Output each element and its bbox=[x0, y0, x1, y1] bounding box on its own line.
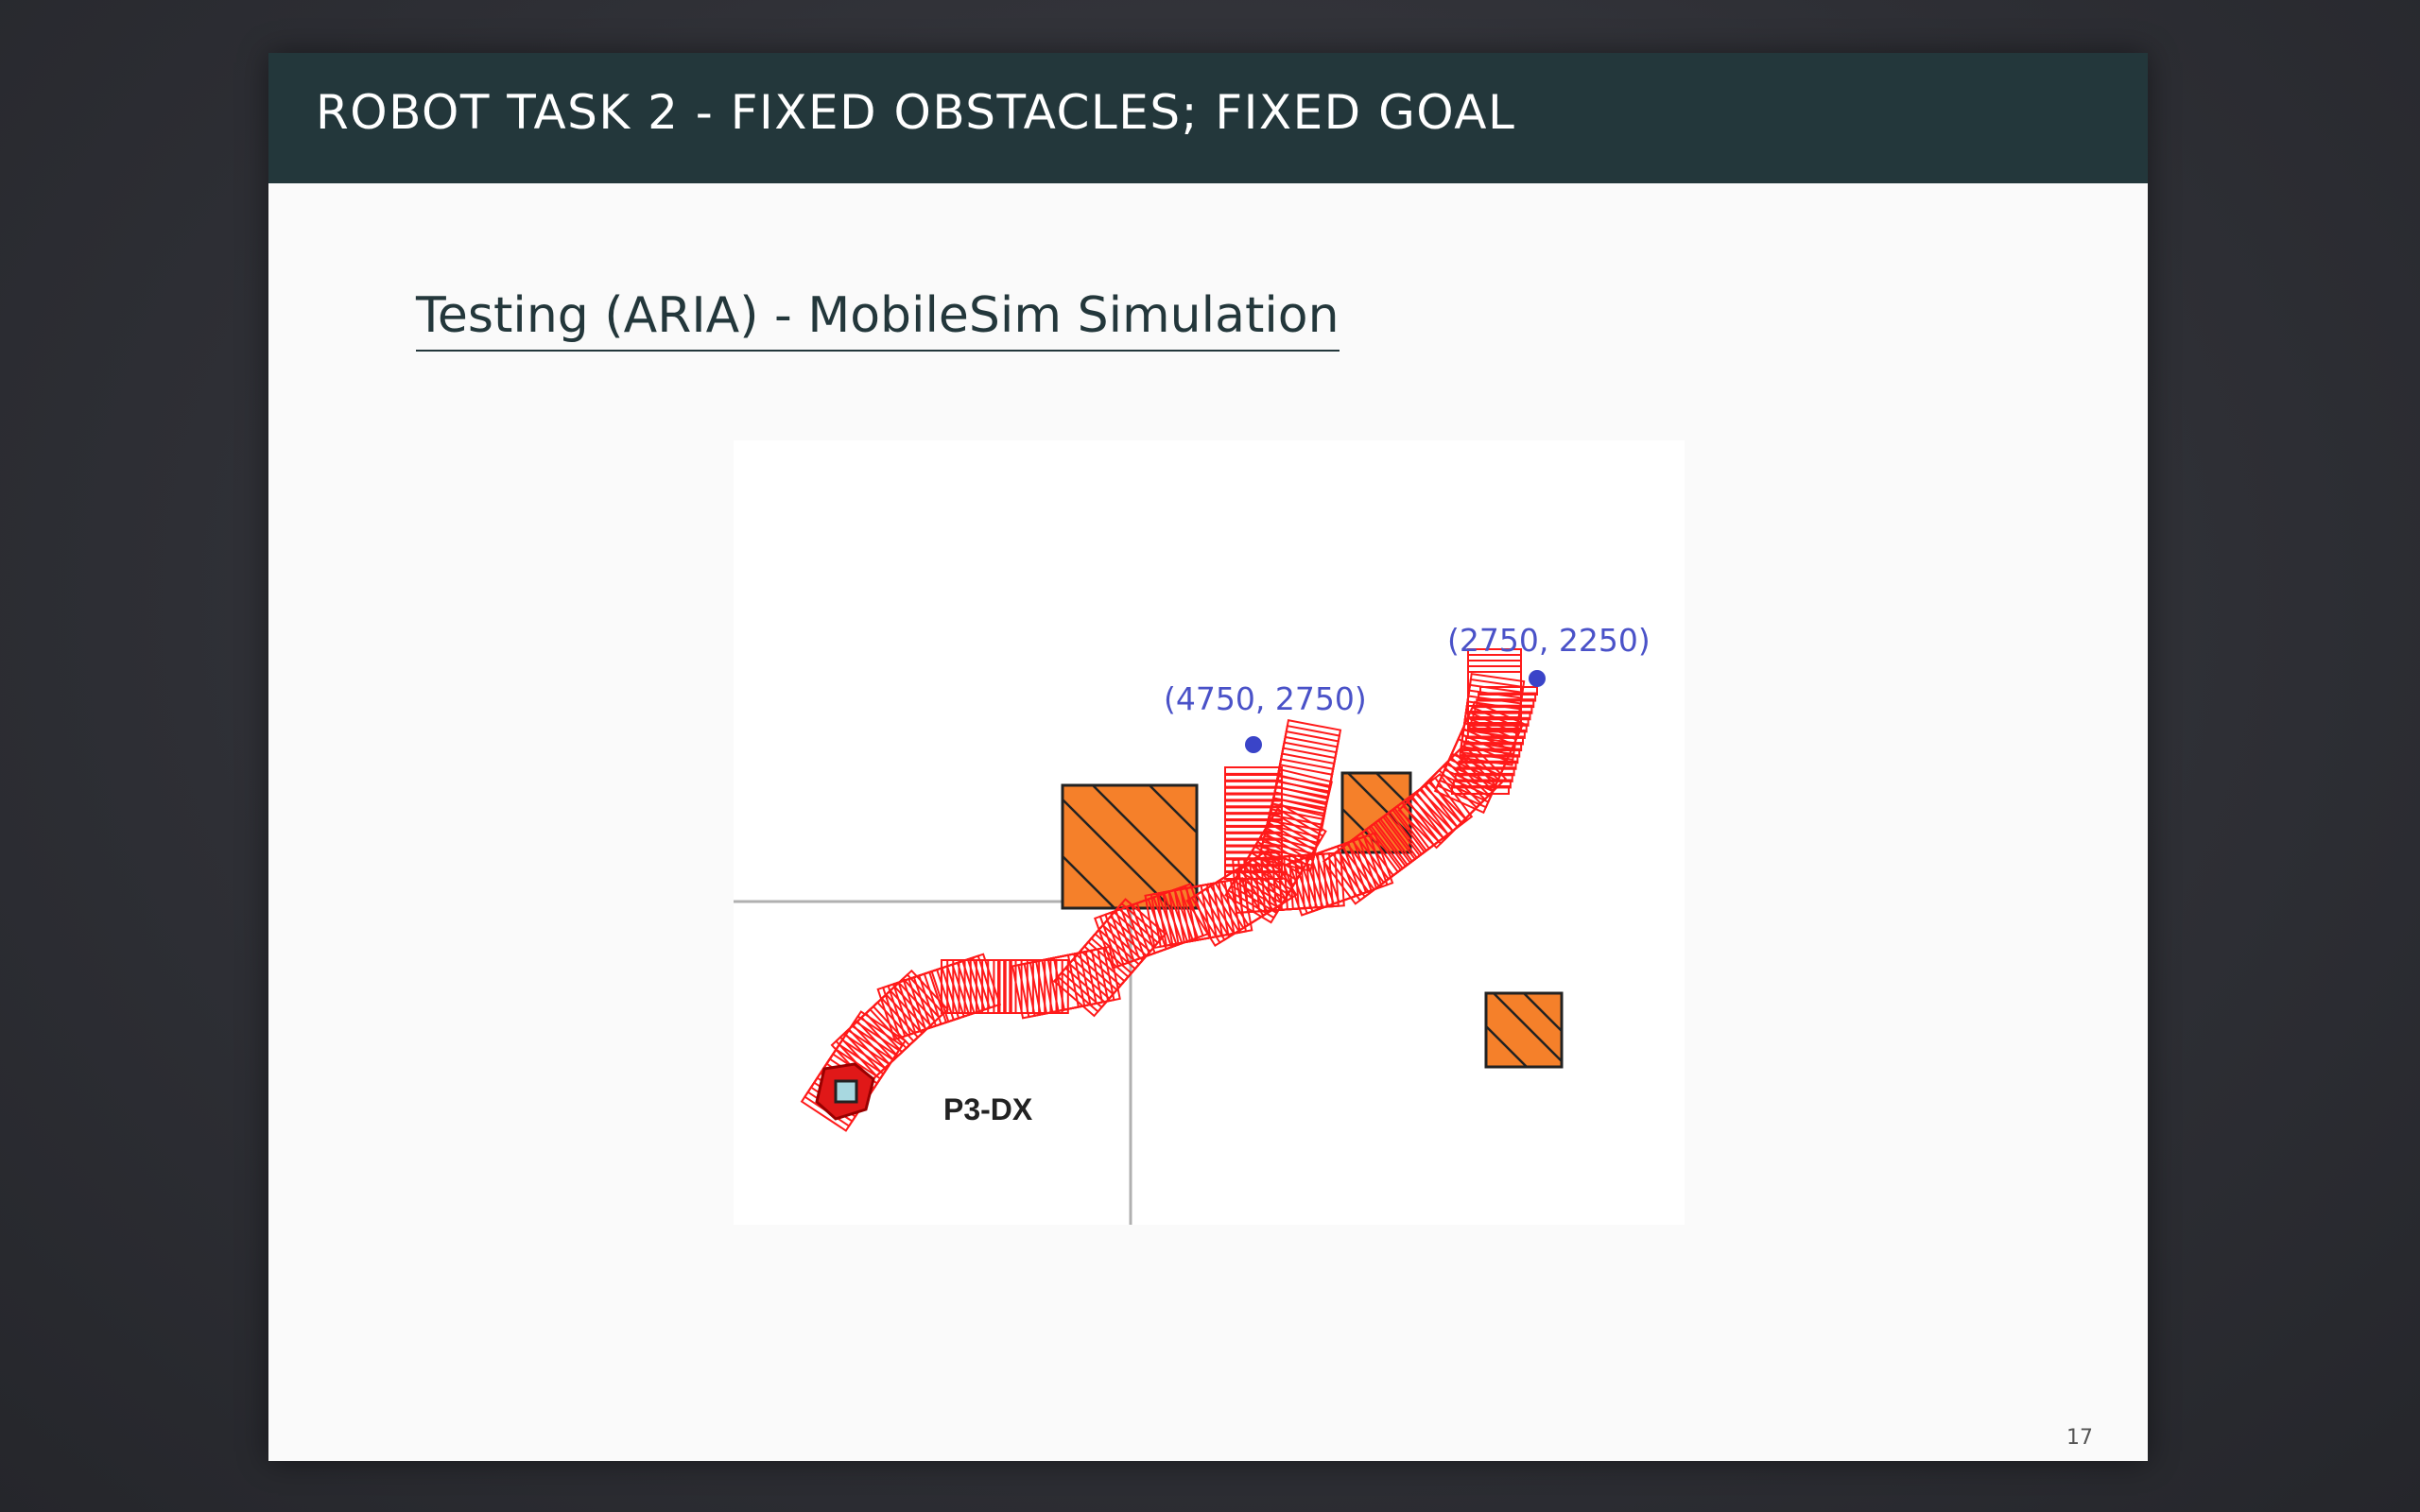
trajectory-footprint bbox=[1474, 704, 1533, 714]
trajectory-footprint bbox=[1224, 772, 1283, 782]
section-subtitle: Testing (ARIA) - MobileSim Simulation bbox=[416, 287, 1340, 352]
robot-icon bbox=[815, 1062, 875, 1121]
trajectory-footprint bbox=[1224, 766, 1283, 776]
trajectory-footprint bbox=[1461, 747, 1521, 758]
page-number: 17 bbox=[2066, 1426, 2093, 1450]
slide: ROBOT TASK 2 - FIXED OBSTACLES; FIXED GO… bbox=[268, 53, 2148, 1461]
trajectory-footprint bbox=[1224, 831, 1283, 841]
trajectory-footprint bbox=[1276, 719, 1342, 787]
trajectory-footprint bbox=[1468, 723, 1528, 733]
map-boundary-line bbox=[734, 900, 1132, 1225]
trajectory-footprint bbox=[1452, 779, 1512, 789]
robot-label: P3-DX bbox=[943, 1092, 1033, 1126]
obstacle bbox=[1061, 783, 1199, 910]
trajectory-footprint bbox=[1224, 792, 1283, 802]
trajectory-footprint bbox=[1224, 870, 1283, 880]
obstacle bbox=[1484, 991, 1564, 1069]
trajectory-footprint bbox=[1479, 686, 1538, 696]
trajectory-footprint bbox=[1466, 729, 1526, 739]
trajectory-footprint bbox=[1224, 799, 1283, 809]
waypoint-marker bbox=[1529, 670, 1546, 687]
trajectory-footprint bbox=[1463, 742, 1523, 752]
trajectory-footprint bbox=[1460, 754, 1519, 765]
trajectory-footprint bbox=[1224, 837, 1283, 848]
trajectory-footprint bbox=[1478, 692, 1537, 702]
trajectory-footprint bbox=[1224, 812, 1283, 822]
trajectory-footprint bbox=[1224, 818, 1283, 828]
trajectory-footprint bbox=[1465, 735, 1524, 746]
trajectory-footprint bbox=[1224, 785, 1283, 796]
simulation-map bbox=[734, 648, 1564, 1225]
trajectory-footprint bbox=[1224, 850, 1283, 861]
trajectory-footprint bbox=[1451, 785, 1510, 795]
trajectory-footprint bbox=[1472, 711, 1531, 721]
trajectory-footprint bbox=[1224, 805, 1283, 816]
trajectory-footprint bbox=[1454, 772, 1513, 782]
slide-header: ROBOT TASK 2 - FIXED OBSTACLES; FIXED GO… bbox=[268, 53, 2148, 183]
trajectory-footprint bbox=[1224, 844, 1283, 854]
trajectory-footprint bbox=[1458, 760, 1517, 770]
trajectory-footprint bbox=[1224, 824, 1283, 834]
trajectory-footprint bbox=[1224, 857, 1283, 868]
waypoint-label: (4750, 2750) bbox=[1164, 680, 1367, 717]
trajectory-footprint bbox=[1224, 864, 1283, 874]
waypoint-label: (2750, 2250) bbox=[1447, 622, 1651, 659]
trajectory-footprint bbox=[1456, 766, 1515, 777]
slide-title: ROBOT TASK 2 - FIXED OBSTACLES; FIXED GO… bbox=[316, 85, 1516, 140]
waypoint-marker bbox=[1245, 736, 1262, 753]
trajectory-footprint bbox=[1470, 716, 1530, 727]
trajectory-footprint bbox=[1224, 779, 1283, 789]
simulation-figure: (2750, 2250) (4750, 2750) P3-DX bbox=[734, 440, 1685, 1225]
trajectory-footprint bbox=[1476, 698, 1535, 709]
